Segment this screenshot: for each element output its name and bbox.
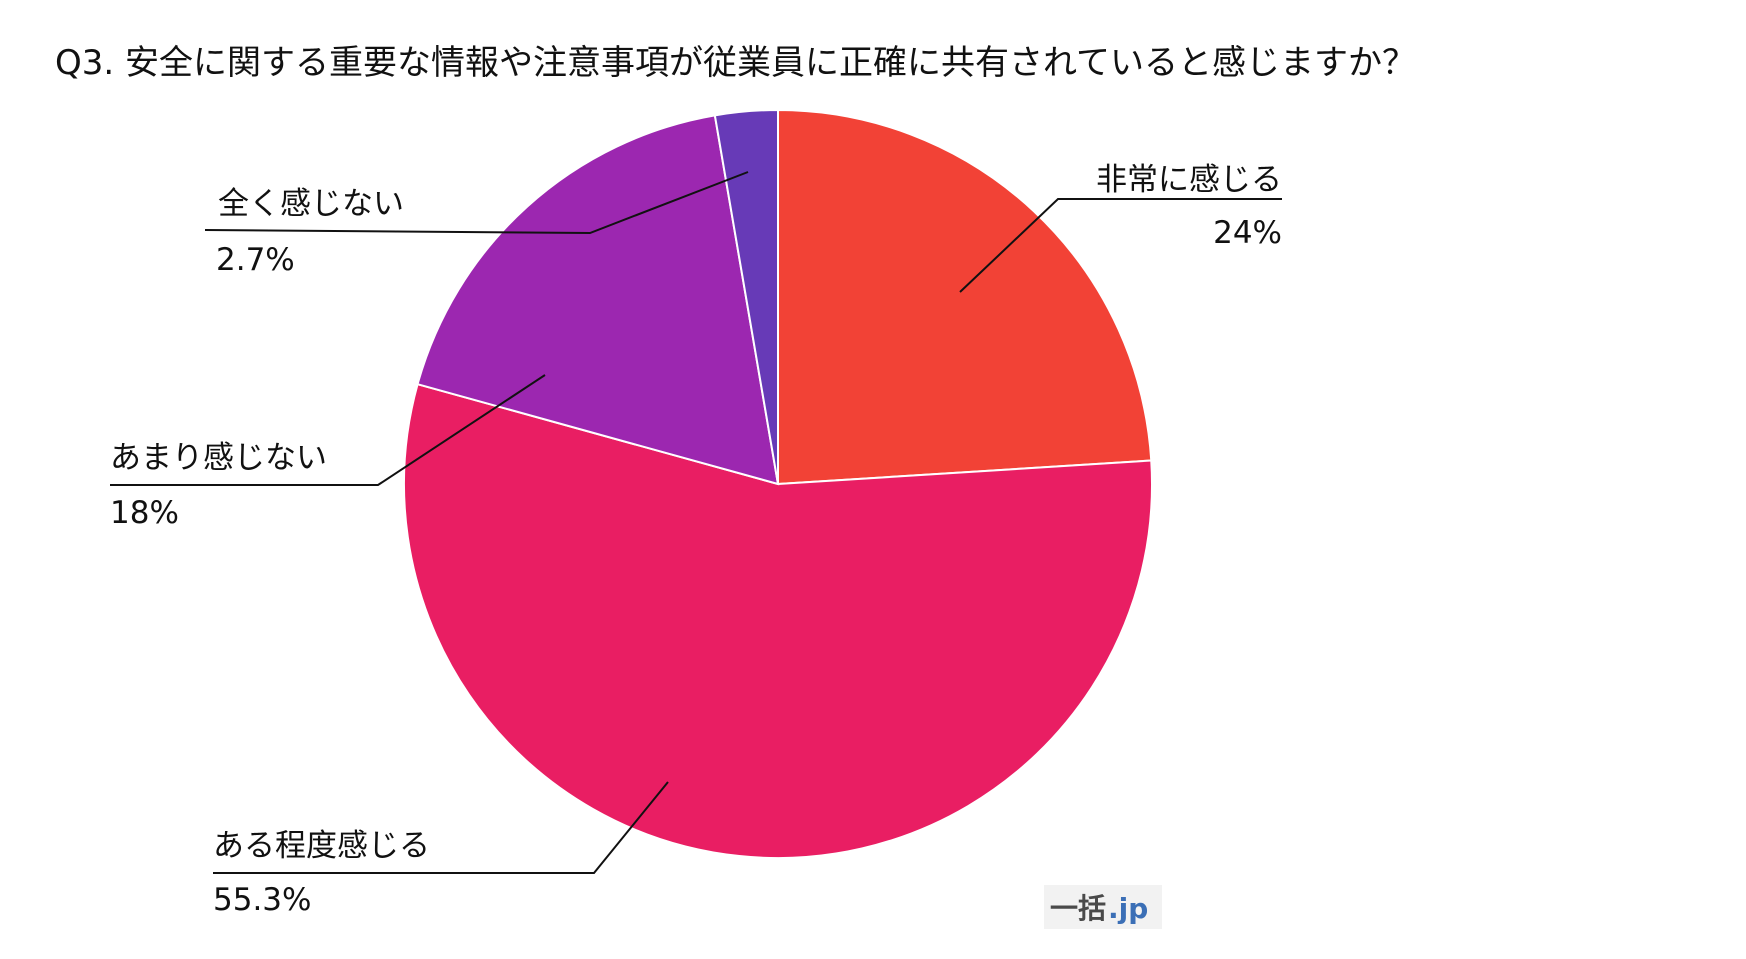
chart-title: Q3. 安全に関する重要な情報や注意事項が従業員に正確に共有されていると感じます… (55, 43, 1416, 83)
slice-value-label-3: 18% (110, 495, 179, 531)
watermark: 一括 .jp (1044, 885, 1162, 929)
slice-label-4: 全く感じない (218, 186, 404, 222)
slice-label-1: 非常に感じる (1096, 162, 1282, 198)
slice-value-label-2: 55.3% (213, 882, 311, 918)
slice-value-label-4: 2.7% (216, 242, 295, 278)
watermark-brand: 一括 (1050, 892, 1106, 925)
leader-line-3 (110, 374, 546, 486)
pie-slice-4 (713, 108, 779, 485)
leader-line-1 (959, 198, 1282, 293)
leader-line-2 (213, 781, 669, 874)
pie-slices (403, 108, 1153, 860)
leader-line-4 (204, 171, 749, 235)
slice-label-2: ある程度感じる (213, 828, 430, 864)
pie-slice-1 (777, 108, 1153, 486)
pie-labels: 非常に感じる 24% ある程度感じる 55.3% あまり感じない 18% 全く感じない 2.7… (110, 162, 1282, 918)
watermark-background (1044, 885, 1162, 929)
pie-slice-3 (416, 114, 780, 486)
slice-value-label-1: 24% (1213, 215, 1282, 251)
watermark-domain: .jp (1108, 892, 1148, 925)
slice-label-3: あまり感じない (110, 440, 327, 476)
pie-slice-2 (403, 382, 1153, 860)
